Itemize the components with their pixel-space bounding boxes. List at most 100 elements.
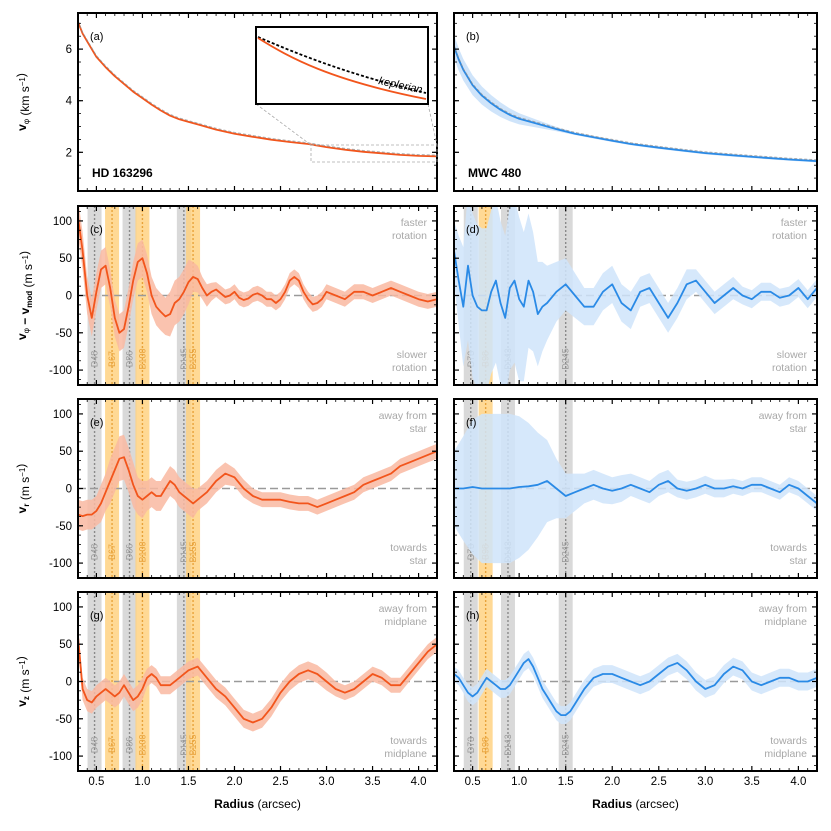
panel-d: D73B98D143D245(d)fasterrotationslowerrot… (453, 205, 818, 386)
note-bottom-2: star (409, 555, 427, 567)
y-tick-label: 4 (66, 96, 73, 108)
gap-label-D86: D86 (125, 737, 135, 754)
series-line (78, 217, 437, 334)
note-bottom-1: towards (770, 735, 807, 747)
x-tick-label: 1.0 (511, 776, 527, 788)
y-axis-title-part: φ (22, 328, 31, 333)
gap-label-D73: D73 (466, 737, 476, 754)
y-axis-title-part: z (22, 696, 31, 700)
y-tick-label: -100 (49, 558, 72, 570)
y-tick-label: 50 (59, 446, 72, 458)
note-bottom-1: towards (770, 542, 807, 554)
panel-letter-e: (e) (90, 417, 103, 429)
y-axis-title-part: − v (18, 307, 32, 328)
uncertainty-band (454, 206, 817, 385)
panel-letter-f: (f) (466, 417, 476, 429)
panel-g: D48 B67 D86 B100 D145 B155 -100 -50 0 50 100 0.5 1.0… (14, 591, 438, 811)
axes-frame (77, 12, 438, 192)
gap-label-D145: D145 (179, 734, 189, 756)
uncertainty-band (78, 625, 437, 732)
note-top-2: midplane (764, 616, 807, 628)
x-tick-label: 3.5 (744, 776, 760, 788)
y-axis-title: vφ (km s−1) (14, 73, 32, 131)
y-axis-title-part: v (15, 506, 29, 513)
inset-frame (255, 26, 429, 105)
gap-label-B98: B98 (481, 737, 491, 753)
inset-series-line (257, 37, 427, 100)
x-tick-label: 3.0 (319, 776, 335, 788)
note-bottom-1: slower (397, 349, 428, 361)
panel-letter-g: (g) (90, 610, 103, 622)
panel-h: D73 B98 D143 D245 0.5 1.0 1.5 2.0 2.5 3.0 3.5 4.0 Ra… (453, 591, 818, 811)
y-tick-label: 100 (53, 216, 72, 228)
note-top-1: away from (759, 603, 808, 615)
x-axis-title: Radius (arcsec) (592, 797, 679, 811)
gap-label-B155: B155 (188, 734, 198, 755)
x-tick-label: 4.0 (411, 776, 427, 788)
y-axis-title-part: ) (14, 656, 28, 660)
y-axis-title: vr (m s−1) (14, 464, 32, 514)
plot-area (78, 20, 437, 158)
y-axis-title: vz (m s−1) (14, 656, 32, 706)
gap-label-D48: D48 (90, 544, 100, 561)
x-axis-title: Radius (arcsec) (214, 797, 301, 811)
note-bottom-1: towards (390, 542, 427, 554)
series-line (454, 480, 817, 505)
panel-letter-h: (h) (466, 610, 479, 622)
x-tick-label: 1.5 (558, 776, 574, 788)
note-bottom-1: towards (390, 735, 427, 747)
y-axis-title-part: ) (14, 73, 28, 77)
y-axis-title-part: φ (22, 119, 31, 124)
x-axis-title-main: Radius (592, 797, 632, 811)
note-top-1: away from (759, 410, 808, 422)
y-axis-title-part: ) (17, 251, 31, 255)
note-bottom-2: midplane (384, 748, 427, 760)
note-bottom-2: rotation (392, 362, 427, 374)
series-line (78, 450, 437, 517)
plot-area: D48 B67 D86 B100 D145 B155 (78, 592, 437, 771)
gap-label-B100: B100 (137, 541, 147, 562)
note-top-2: star (789, 423, 807, 435)
uncertainty-band (454, 413, 817, 564)
gap-label-D86: D86 (125, 351, 135, 368)
y-tick-label: -50 (55, 521, 72, 533)
y-tick-label: 0 (66, 484, 72, 496)
y-tick-label: 100 (53, 602, 72, 614)
gap-label-D143: D143 (503, 734, 513, 756)
y-tick-label: -50 (55, 328, 72, 340)
panel-letter-a: (a) (90, 31, 103, 43)
note-bottom-2: star (789, 555, 807, 567)
x-tick-label: 1.0 (134, 776, 150, 788)
series-line (78, 636, 437, 724)
panel-letter-c: (c) (90, 224, 103, 236)
x-tick-label: 3.0 (697, 776, 713, 788)
y-axis-title-part: −1 (18, 660, 27, 670)
gap-label-B100: B100 (137, 734, 147, 755)
x-tick-label: 0.5 (88, 776, 104, 788)
x-tick-label: 2.0 (226, 776, 242, 788)
model-line (454, 45, 817, 161)
note-top-1: faster (401, 217, 428, 229)
gap-label-D245: D245 (561, 348, 571, 370)
note-top-2: rotation (772, 230, 807, 242)
note-top-1: faster (781, 217, 808, 229)
y-tick-label: -100 (49, 365, 72, 377)
y-axis-title-part: −1 (18, 467, 27, 477)
x-axis-title-unit: (arcsec) (254, 797, 301, 811)
y-axis-title-part: v (15, 700, 29, 707)
series-line (454, 250, 817, 319)
gap-label-B155: B155 (188, 348, 198, 369)
gap-label-D86: D86 (125, 544, 135, 561)
panel-c: D48 B67 D86 B100 D145 B155 -100 -50 0 50 100 (c) fas… (15, 205, 438, 386)
x-tick-label: 1.5 (180, 776, 196, 788)
note-top-1: away from (379, 410, 428, 422)
panel-letter-d: (d) (466, 224, 479, 236)
note-top-1: away from (379, 603, 428, 615)
y-axis-title-part: v (15, 333, 29, 340)
gap-label-D145: D145 (179, 541, 189, 563)
y-axis-title-part: −1 (21, 254, 30, 264)
